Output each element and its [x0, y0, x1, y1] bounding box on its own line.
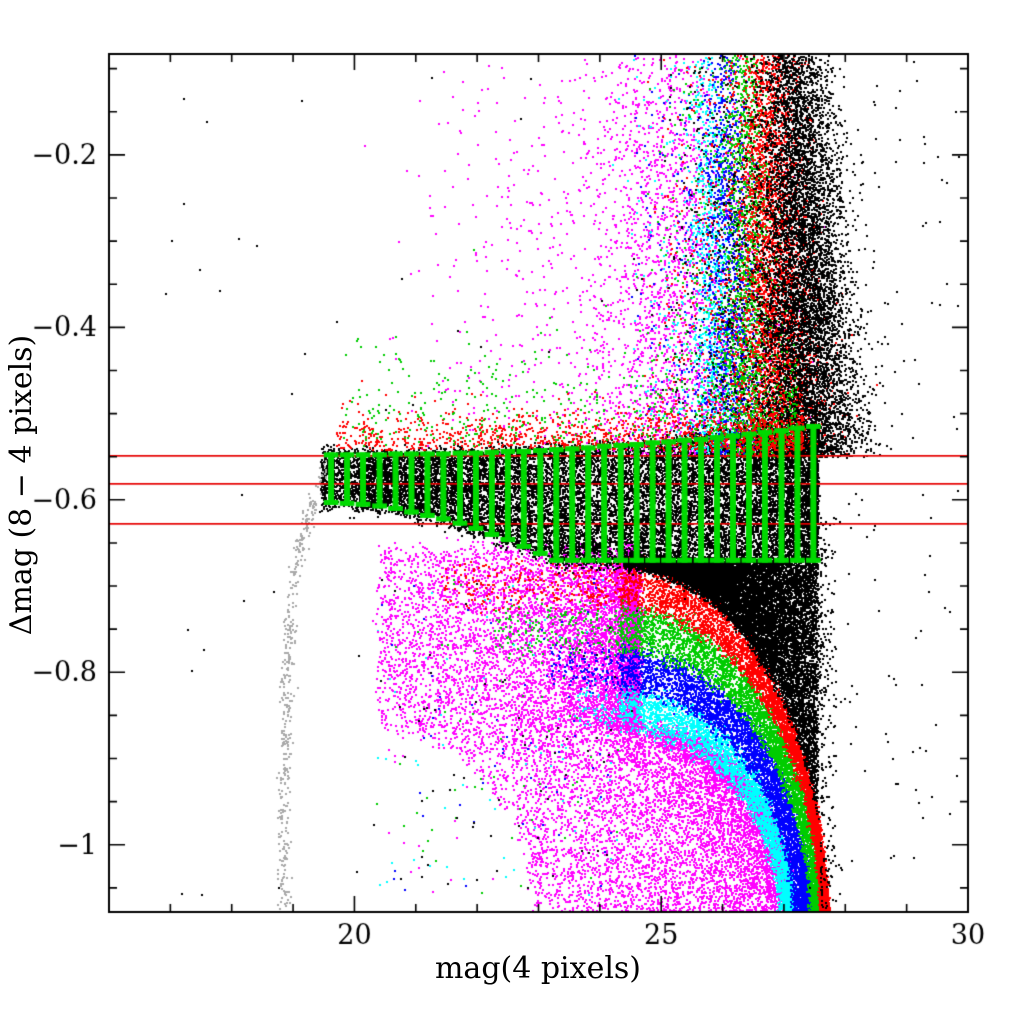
x-axis-title: mag(4 pixels)	[434, 951, 642, 986]
y-axis-title: Δmag (8 − 4 pixels)	[4, 334, 39, 636]
